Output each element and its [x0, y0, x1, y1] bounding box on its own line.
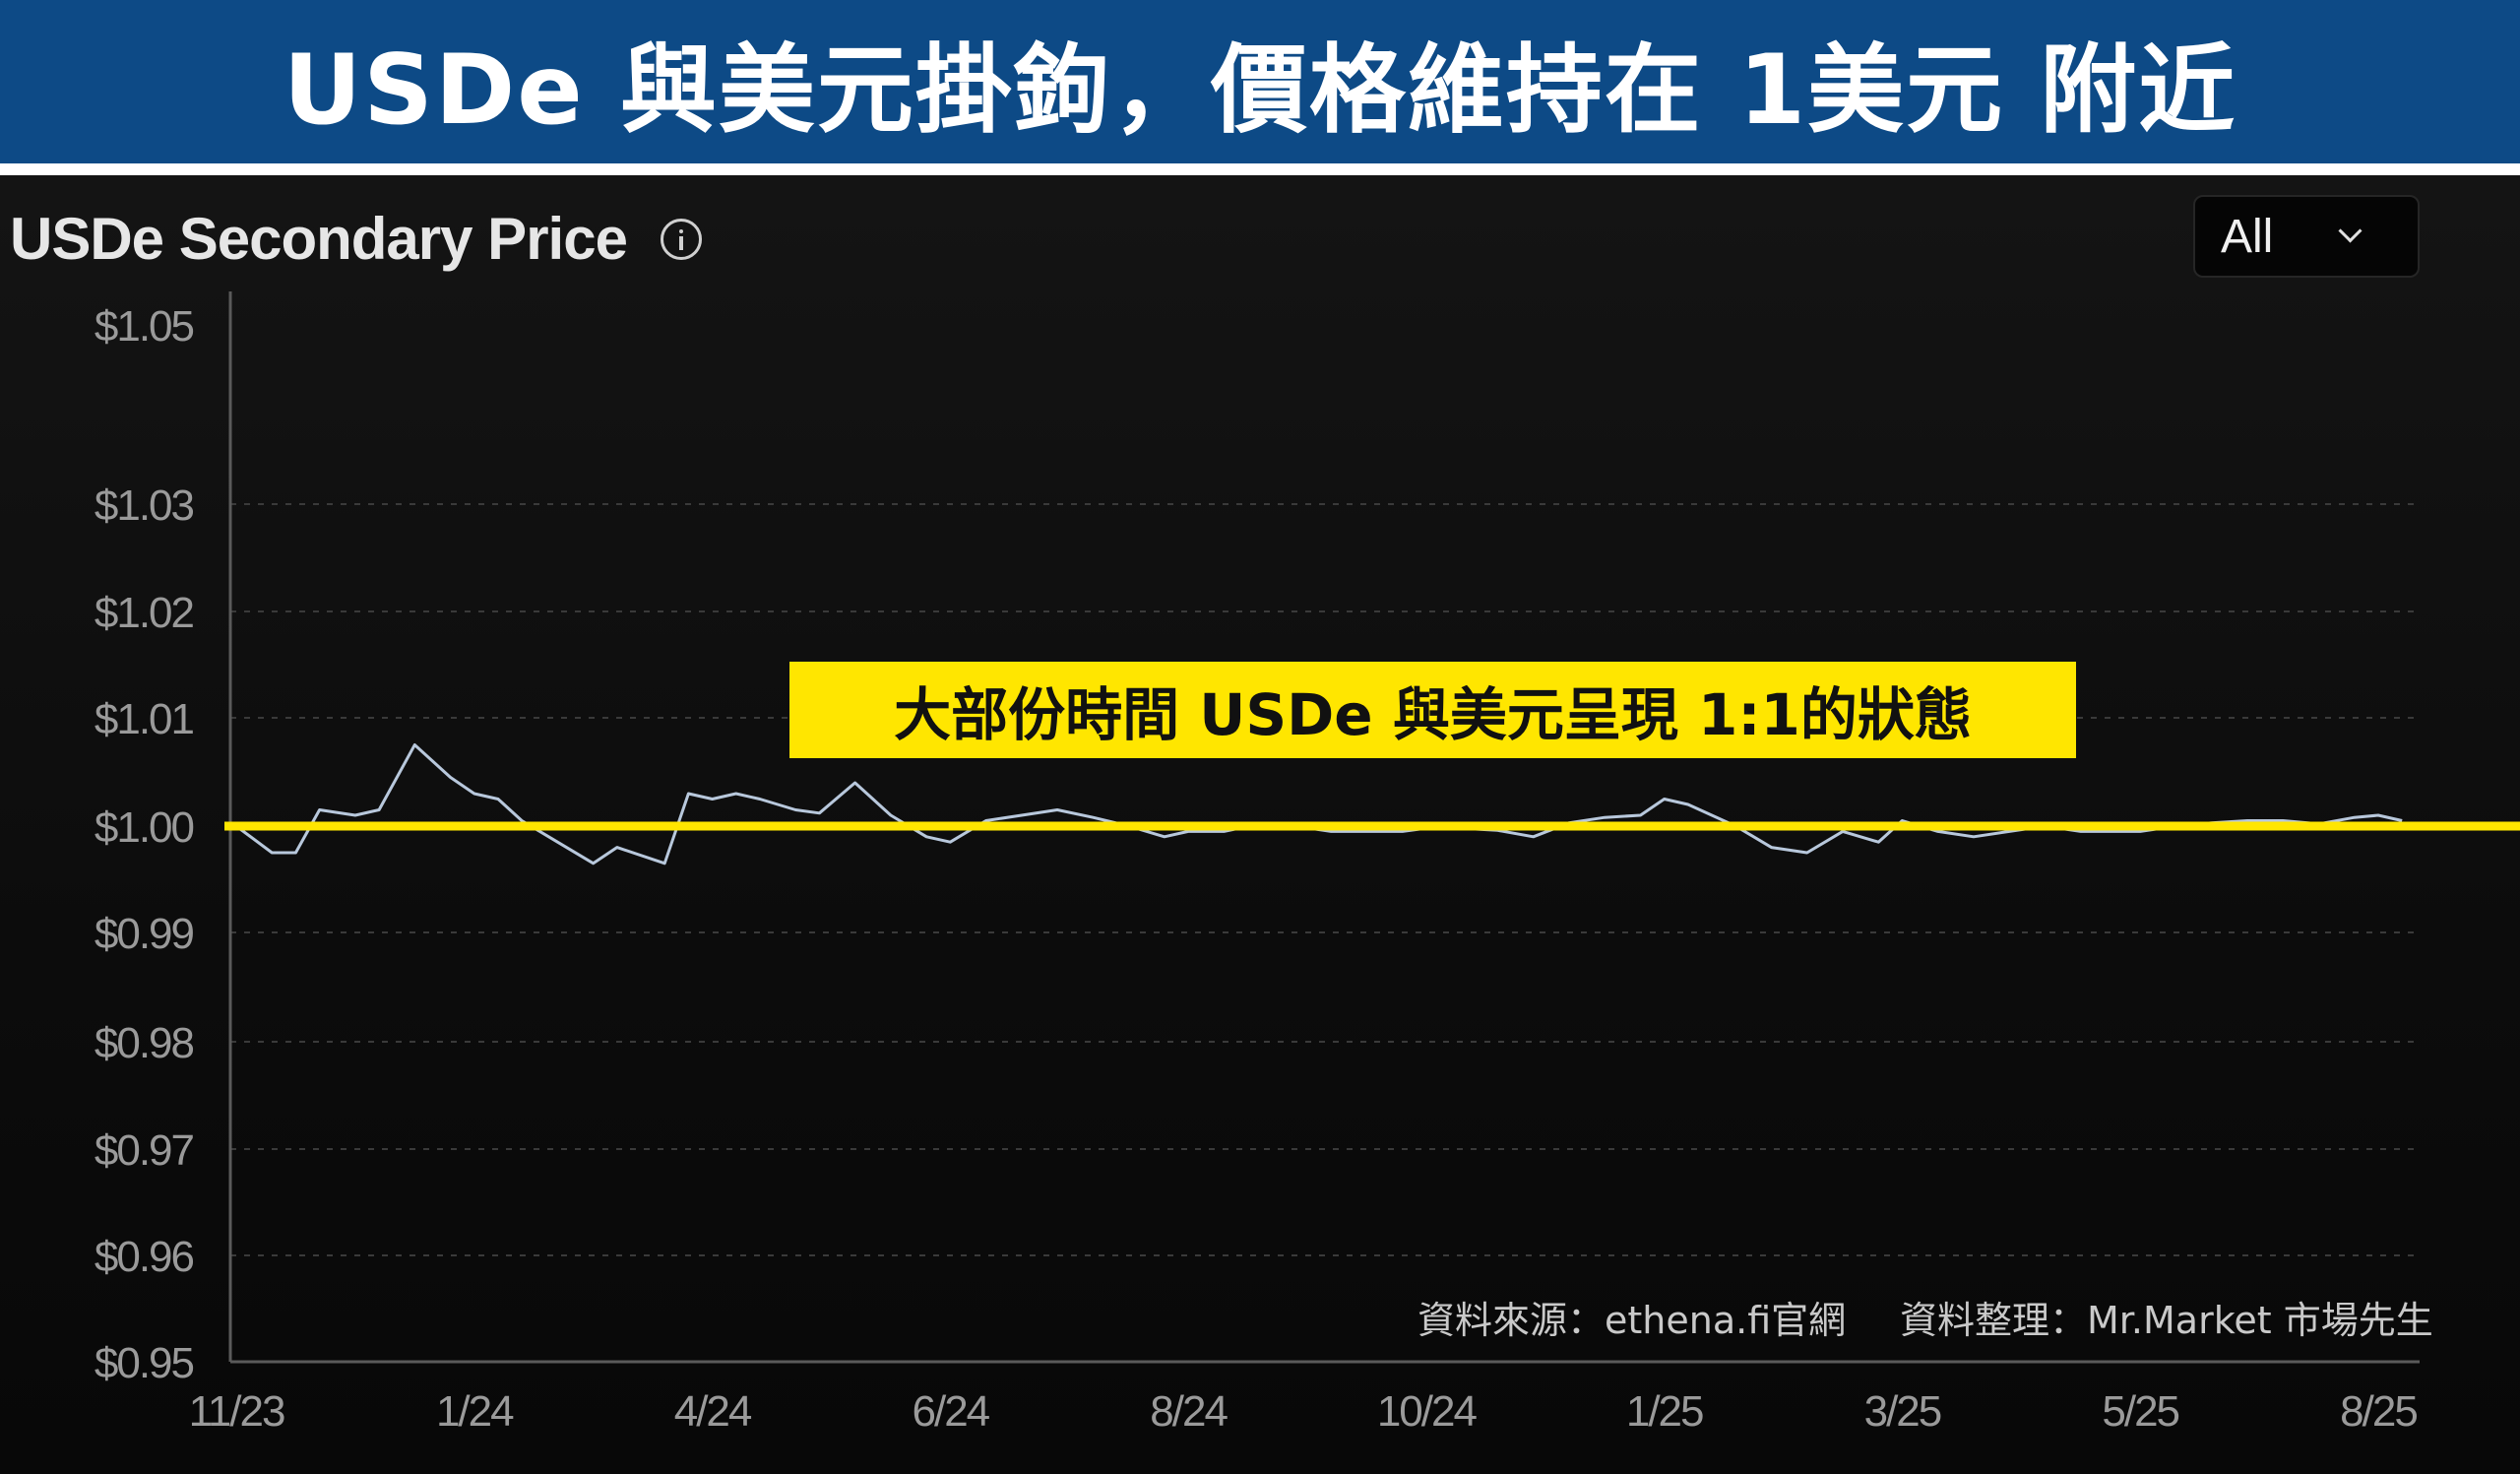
- y-tick-label: $0.99: [94, 910, 194, 958]
- y-tick-label: $1.05: [94, 302, 194, 351]
- source-note: 資料來源：ethena.fi官網: [1418, 1299, 1847, 1342]
- price-series-line: [235, 743, 2403, 865]
- x-tick-label: 8/25: [2340, 1387, 2417, 1436]
- x-tick-label: 5/25: [2102, 1387, 2178, 1436]
- x-tick-label: 10/24: [1377, 1387, 1478, 1436]
- x-tick-label: 1/25: [1626, 1387, 1703, 1436]
- compiler-note: 資料整理：Mr.Market 市場先生: [1900, 1299, 2433, 1342]
- callout-text: 大部份時間 USDe 與美元呈現 1:1的狀態: [894, 681, 1972, 748]
- x-tick-label: 4/24: [674, 1387, 752, 1436]
- x-tick-label: 6/24: [913, 1387, 990, 1436]
- callout-box: 大部份時間 USDe 與美元呈現 1:1的狀態: [789, 662, 2076, 758]
- price-chart: $1.05 $1.03 $1.02 $1.01 $1.00 $0.99 $0.98 $0.97…: [94, 291, 2520, 1436]
- chart-header: USDe Secondary Price: [10, 205, 702, 273]
- y-tick-label: $1.03: [94, 481, 194, 530]
- info-icon[interactable]: [660, 218, 702, 260]
- range-dropdown[interactable]: All: [2193, 195, 2420, 278]
- y-tick-label: $0.95: [94, 1339, 194, 1387]
- y-tick-label: $0.97: [94, 1126, 194, 1175]
- banner-title: USDe 與美元掛鉤，價格維持在 1美元 附近: [283, 34, 2237, 147]
- range-dropdown-value: All: [2221, 210, 2274, 263]
- y-tick-label: $1.01: [94, 695, 194, 743]
- x-tick-label: 1/24: [436, 1387, 514, 1436]
- chart-title: USDe Secondary Price: [10, 206, 628, 272]
- x-tick-label: 3/25: [1864, 1387, 1941, 1436]
- chart-panel: USDe Secondary Price All $1.05 $1.03 $1.02…: [0, 175, 2520, 1474]
- y-tick-label: $0.98: [94, 1019, 194, 1067]
- x-tick-label: 11/23: [189, 1387, 284, 1436]
- y-tick-label: $0.96: [94, 1233, 194, 1281]
- y-tick-label: $1.00: [94, 803, 194, 852]
- y-tick-label: $1.02: [94, 589, 194, 637]
- x-tick-label: 8/24: [1150, 1387, 1228, 1436]
- title-banner: USDe 與美元掛鉤，價格維持在 1美元 附近: [0, 0, 2520, 167]
